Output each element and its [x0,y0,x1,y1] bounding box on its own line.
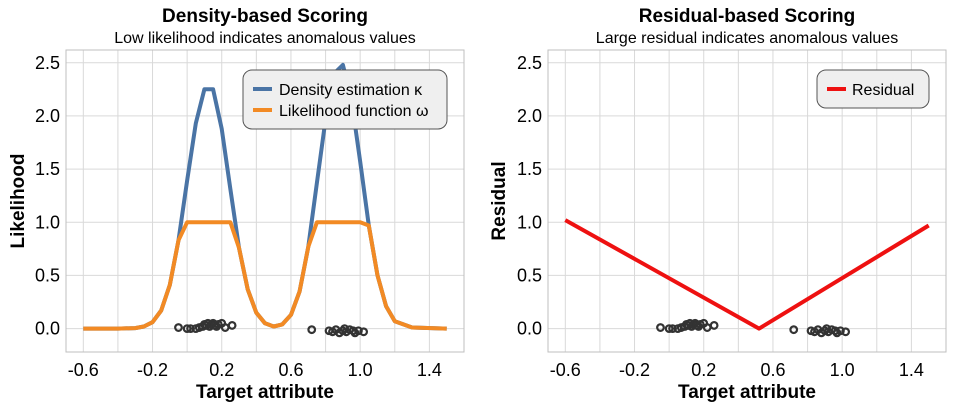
legend-label-likelihood: Likelihood function ω [279,103,428,120]
x-tick-label: 0.2 [691,360,716,380]
x-tick-label: 1.4 [899,360,924,380]
legend-label-residual: Residual [852,82,914,99]
chart-subtitle: Large residual indicates anomalous value… [596,30,898,47]
sample-point [227,321,237,330]
x-tick-label: 0.6 [278,360,303,380]
y-axis-ticks: 0.0 0.5 1.0 1.5 2.0 2.5 [517,53,542,339]
sample-point [359,327,369,337]
x-tick-label: 0.2 [209,360,234,380]
legend-box [816,69,930,109]
sample-point [836,326,845,336]
sample-points [656,318,851,338]
x-axis-label: Target attribute [196,382,334,403]
legend: Density estimation κ Likelihood function… [242,69,448,130]
legend-box [242,69,448,130]
y-tick-label: 0.5 [35,265,60,285]
sample-point [354,326,363,336]
sample-point [709,321,719,330]
y-tick-label: 2.0 [35,106,60,126]
x-axis-ticks: -0.6 -0.2 0.2 0.6 1.0 1.4 [550,360,924,380]
x-axis-label: Target attribute [678,382,816,403]
sample-point [186,324,195,334]
y-tick-label: 0.0 [35,319,60,339]
chart-title: Residual-based Scoring [639,6,855,27]
series-line-likelihood-function [83,220,447,331]
sample-point [789,325,799,335]
x-axis-ticks: -0.6 -0.2 0.2 0.6 1.0 1.4 [68,360,442,380]
sample-point [841,327,851,337]
plot-area [547,49,947,353]
x-tick-label: -0.2 [137,360,168,380]
y-tick-label: 1.5 [35,159,60,179]
x-tick-label: 1.0 [348,360,373,380]
y-tick-label: 2.0 [517,106,542,126]
y-axis-label: Residual [489,161,510,240]
y-tick-label: 1.5 [517,159,542,179]
plot-area [65,49,465,353]
sample-point [182,324,192,334]
y-tick-label: 2.5 [35,53,60,73]
sample-point [668,324,677,334]
y-tick-label: 0.5 [517,265,542,285]
series-group [564,218,930,331]
y-axis-label: Likelihood [8,154,29,249]
sample-point [664,324,674,334]
density-scoring-panel: Density-based Scoring Low likelihood ind… [8,6,465,403]
y-tick-label: 1.0 [517,212,542,232]
sample-points [174,318,369,338]
chart-subtitle: Low likelihood indicates anomalous value… [114,30,416,47]
x-tick-label: -0.6 [550,360,581,380]
sample-point [307,325,317,335]
series-line-residual [564,218,930,331]
x-tick-label: 0.6 [760,360,785,380]
x-tick-label: -0.2 [619,360,650,380]
x-tick-label: -0.6 [68,360,99,380]
sample-point [656,323,665,332]
y-tick-label: 1.0 [35,212,60,232]
chart-title: Density-based Scoring [162,6,368,27]
x-tick-label: 1.4 [417,360,442,380]
y-axis-ticks: 0.0 0.5 1.0 1.5 2.0 2.5 [35,53,60,339]
y-tick-label: 2.5 [517,53,542,73]
sample-point [174,323,183,332]
residual-scoring-panel: Residual-based Scoring Large residual in… [489,6,947,403]
legend: Residual [816,69,930,109]
legend-label-density: Density estimation κ [279,82,423,99]
sample-point [220,323,230,332]
sample-point [702,323,712,332]
y-tick-label: 0.0 [517,319,542,339]
series-group [83,62,447,331]
x-tick-label: 1.0 [830,360,855,380]
